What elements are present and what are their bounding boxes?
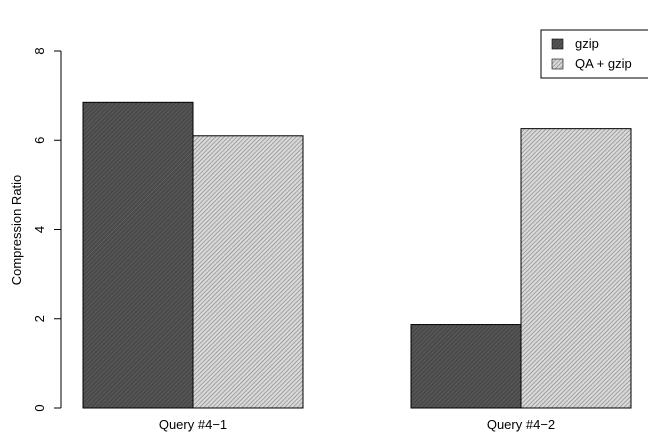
y-tick-label: 6 — [32, 137, 47, 144]
legend-label-qa-gzip: QA + gzip — [575, 56, 632, 71]
x-tick-label: Query #4−2 — [487, 417, 555, 432]
bar-qa-gzip — [192, 135, 304, 409]
bar-gzip — [82, 101, 194, 409]
bars — [82, 101, 632, 409]
y-tick-label: 2 — [32, 315, 47, 322]
y-axis-label: Compression Ratio — [9, 175, 24, 286]
bar-qa-gzip — [520, 128, 632, 409]
x-axis: Query #4−1 Query #4−2 — [159, 417, 555, 432]
legend: gzip QA + gzip — [540, 29, 648, 79]
bar-gzip — [410, 324, 522, 409]
legend-box — [540, 29, 648, 79]
legend-swatch-qa-gzip — [551, 58, 564, 70]
y-axis: 0 2 4 6 8 — [32, 47, 62, 412]
legend-swatch-gzip — [551, 38, 564, 50]
legend-label-gzip: gzip — [575, 36, 599, 51]
y-tick-label: 0 — [32, 404, 47, 411]
y-tick-label: 8 — [32, 47, 47, 54]
y-tick-label: 4 — [32, 226, 47, 233]
x-tick-label: Query #4−1 — [159, 417, 227, 432]
